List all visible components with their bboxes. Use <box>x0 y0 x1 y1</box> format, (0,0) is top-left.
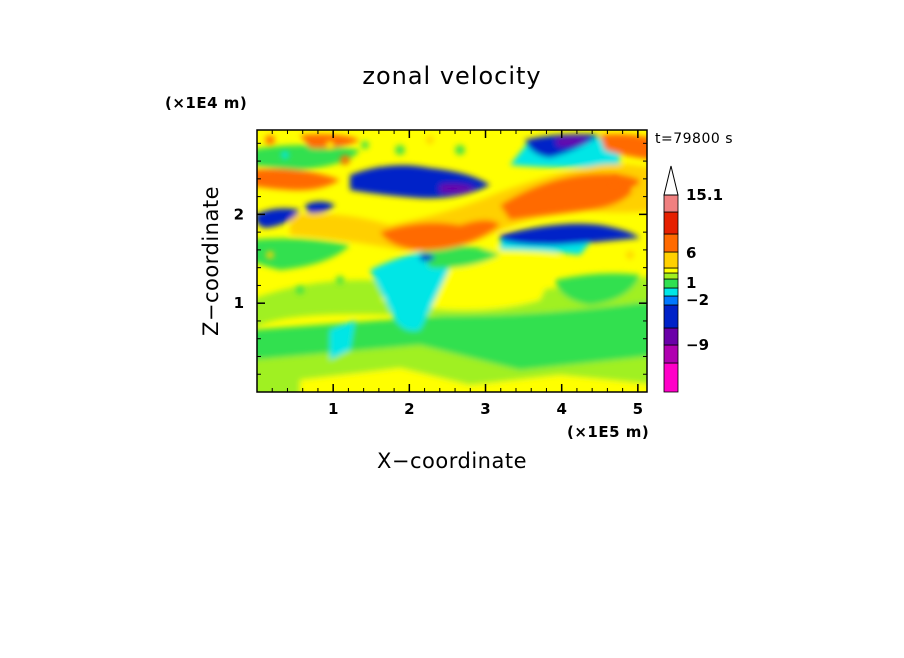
y-axis-unit: (×1E4 m) <box>165 94 247 112</box>
colorbar-tick-label: 1 <box>686 274 696 292</box>
colorbar-level <box>663 287 679 297</box>
colorbar-level <box>663 272 679 280</box>
colorbar-tick-label: 15.1 <box>686 186 723 204</box>
x-ticks: 1 2 3 4 5 <box>271 130 643 418</box>
x-tick-label: 2 <box>404 400 414 418</box>
y-tick-label: 2 <box>234 205 244 223</box>
colorbar-level <box>663 304 679 329</box>
x-axis-unit: (×1E5 m) <box>567 423 649 441</box>
colorbar-tick-label: −2 <box>686 291 709 309</box>
chart-title: zonal velocity <box>362 62 541 90</box>
colorbar-overflow-arrow <box>663 165 679 196</box>
y-axis-label: Z−coordinate <box>199 186 223 336</box>
colorbar-level <box>663 233 679 253</box>
x-axis-label: X−coordinate <box>377 449 527 473</box>
colorbar-level <box>663 344 679 364</box>
plot-area <box>257 130 647 392</box>
colorbar-level <box>663 251 679 269</box>
colorbar-level <box>663 211 679 235</box>
colorbar-level <box>663 194 679 213</box>
time-label: t=79800 s <box>655 131 733 147</box>
plot-frame <box>256 129 648 393</box>
colorbar-level <box>663 267 679 274</box>
colorbar-level <box>663 278 679 289</box>
x-tick-label: 5 <box>633 400 643 418</box>
x-tick-label: 1 <box>328 400 338 418</box>
colorbar-tick-label: 6 <box>686 244 696 262</box>
colorbar-level <box>663 295 679 306</box>
colorbar: 15.1 6 1−2 −9 <box>663 165 723 393</box>
upper-eddies <box>265 135 639 294</box>
y-ticks: 12 <box>234 142 647 375</box>
colorbar-level <box>663 362 679 393</box>
colorbar-tick-label: −9 <box>686 336 709 354</box>
colorbar-level <box>663 327 679 346</box>
y-tick-label: 1 <box>234 294 244 312</box>
x-tick-label: 3 <box>480 400 490 418</box>
velocity-field <box>257 134 647 392</box>
x-tick-label: 4 <box>556 400 566 418</box>
